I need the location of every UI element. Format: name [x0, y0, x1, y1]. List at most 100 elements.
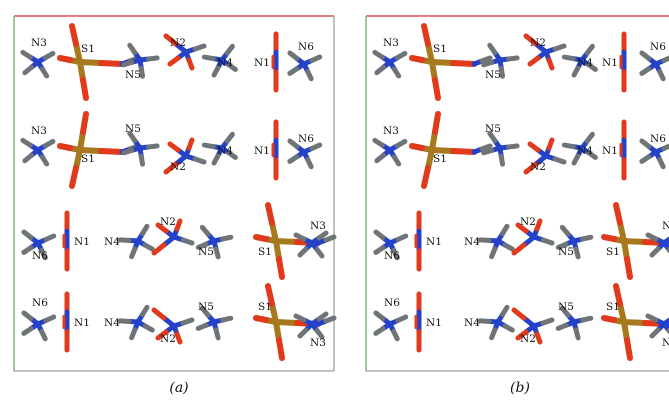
bond [374, 152, 386, 164]
atom-label-s1: S1 [606, 246, 620, 258]
atom-label-n6: N6 [384, 297, 400, 309]
bond [22, 64, 34, 76]
bond [39, 328, 48, 342]
bond [117, 318, 132, 324]
bond [586, 62, 598, 72]
atom-label-n6: N6 [298, 133, 314, 145]
bond [477, 237, 492, 243]
nitrogen-atom [34, 320, 42, 328]
bond [77, 147, 104, 154]
bond [573, 246, 581, 260]
atom-label-s1: S1 [433, 43, 447, 55]
bond [224, 43, 235, 56]
bond [211, 153, 221, 166]
bond [534, 331, 543, 345]
bond [117, 237, 132, 243]
bond [506, 143, 520, 150]
bond [98, 148, 125, 155]
atom-label-n2: N2 [530, 161, 546, 173]
bond [140, 223, 150, 237]
molecule-row-2: N3 S1 N5 N2 N4 N1 N6 [372, 111, 669, 189]
bond [323, 315, 337, 324]
nitrogen-atom [570, 318, 578, 326]
bond [429, 129, 438, 153]
atom-label-s1: S1 [433, 153, 447, 165]
nitrogen-atom [136, 56, 144, 64]
bond [201, 54, 216, 62]
bond [559, 305, 571, 318]
bond [645, 313, 659, 323]
nitrogen-atom [210, 318, 218, 326]
molecule-row-4: N6 N1 N4 N2 N5 S1 N3 [21, 283, 337, 361]
bond [39, 154, 50, 167]
bond [195, 322, 209, 331]
bond [226, 150, 238, 160]
bond [293, 313, 307, 323]
bond [174, 331, 183, 345]
bond [213, 246, 221, 260]
bond [287, 154, 300, 164]
nitrogen-atom [134, 237, 142, 245]
bond [226, 62, 238, 72]
bond [180, 317, 195, 326]
atom-label-n6: N6 [384, 250, 400, 262]
nitrogen-atom [652, 60, 660, 68]
bond [199, 305, 211, 318]
bond [372, 137, 385, 148]
bond [481, 59, 495, 68]
bond [432, 111, 441, 135]
nitrogen-atom [34, 146, 42, 154]
bond [421, 165, 431, 189]
bond [314, 328, 325, 340]
atom-label-n4: N4 [217, 145, 233, 157]
bond [42, 138, 56, 149]
nitrogen-atom [300, 148, 308, 156]
bond [515, 329, 529, 341]
bond [121, 59, 135, 68]
atom-label-s1: S1 [81, 153, 95, 165]
bond [391, 154, 402, 167]
atom-label-n2: N2 [160, 333, 176, 345]
bond [167, 55, 181, 67]
bond [316, 311, 329, 322]
atom-label-n1: N1 [74, 317, 90, 329]
bond [561, 142, 576, 150]
bond [297, 246, 309, 258]
atom-label-n4: N4 [104, 317, 120, 329]
nitrogen-atom [386, 146, 394, 154]
bond [146, 143, 160, 150]
bond [584, 131, 595, 144]
bond [624, 256, 633, 280]
atom-label-n1: N1 [602, 145, 618, 157]
bond [43, 233, 57, 242]
nitrogen-atom [300, 60, 308, 68]
bond [661, 143, 669, 151]
atom-label-n4: N4 [217, 57, 233, 69]
atom-label-n3: N3 [31, 125, 47, 137]
bond [546, 137, 555, 151]
atom-label-n5: N5 [125, 123, 141, 135]
atom-label-n3: N3 [310, 337, 326, 349]
bond [155, 329, 169, 341]
atom-label-n5: N5 [558, 246, 574, 258]
bond [546, 57, 555, 71]
bond [21, 229, 34, 240]
nitrogen-atom [660, 239, 668, 247]
molecule-row-4: N6 N1 N4 N2 N5 S1 N3 [373, 283, 669, 361]
bond [224, 131, 235, 144]
bond [540, 237, 555, 246]
atom-label-n4: N4 [464, 236, 480, 248]
bond [21, 310, 34, 321]
nitrogen-atom [578, 144, 586, 152]
bond [80, 77, 89, 101]
bond [373, 245, 386, 255]
molecule-row-1: N3 S1 N5 N2 N4 N1 N6 [20, 23, 323, 101]
bond [394, 50, 408, 61]
bond [489, 246, 498, 260]
bond [273, 238, 300, 245]
bond [511, 307, 527, 321]
atom-label-s1: S1 [81, 43, 95, 55]
bond [373, 310, 386, 321]
bond [498, 65, 506, 79]
bond [657, 156, 666, 170]
